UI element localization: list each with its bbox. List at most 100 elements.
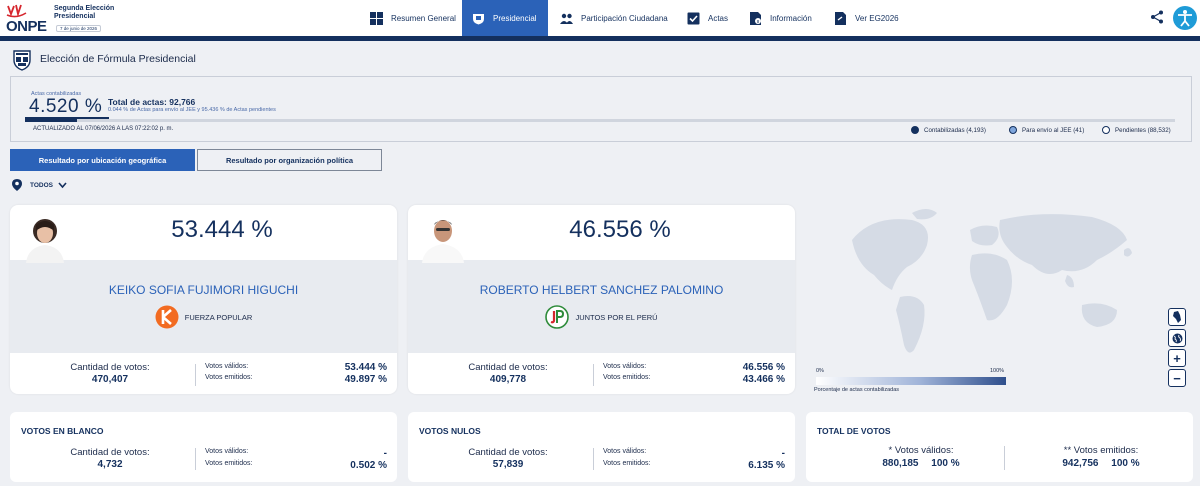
card-title: VOTOS NULOS [419, 426, 481, 436]
last-updated: ACTUALIZADO AL 07/06/2026 A LAS 07:22:02… [33, 126, 174, 132]
total-valid-column: * Votos válidos: 880,185 100 % [846, 445, 996, 469]
world-map-button[interactable] [1168, 329, 1186, 347]
candidate-percentage: 46.556 % [569, 216, 671, 243]
valid-votes-pct: - [781, 448, 785, 459]
legend-contabilizadas: Contabilizadas (4,193) [911, 126, 986, 134]
total-emitted-pct: 100 % [1111, 458, 1140, 469]
total-actas: Total de actas: 92,766 [108, 97, 196, 107]
legend-dot [1009, 126, 1017, 134]
peru-map-button[interactable] [1168, 308, 1186, 326]
total-valid-label: * Votos válidos: [888, 445, 954, 456]
votes-label: Cantidad de votos: [70, 362, 150, 373]
election-title: Segunda Elección Presidencial [54, 5, 115, 20]
legend-label: Para envío al JEE (41) [1022, 126, 1085, 134]
emitted-votes-pct: 0.502 % [350, 460, 387, 471]
top-navbar: ONPE Segunda Elección Presidencial 7 de … [0, 0, 1200, 36]
nav-presidencial[interactable]: Presidencial [462, 0, 548, 36]
total-valid-values: 880,185 100 % [846, 458, 996, 469]
nav-label: Resumen General [391, 13, 456, 23]
zoom-out-icon: − [1173, 370, 1181, 386]
divider [1004, 446, 1005, 470]
juntos-por-el-peru-logo [545, 305, 570, 329]
emitted-votes-pct: 6.135 % [748, 460, 785, 471]
nav-label: Participación Ciudadana [581, 13, 668, 23]
zoom-in-button[interactable]: + [1168, 349, 1186, 367]
filter-label: TODOS [30, 181, 53, 189]
tab-organizacion-politica[interactable]: Resultado por organización política [197, 149, 382, 171]
divider [195, 448, 196, 470]
candidate-name: KEIKO SOFIA FUJIMORI HIGUCHI [108, 283, 299, 297]
progress-bar-fill [25, 119, 77, 122]
onpe-logo[interactable]: ONPE Segunda Elección Presidencial 7 de … [4, 3, 124, 35]
location-pin-icon [12, 179, 22, 191]
summary-panel: Actas contabilizadas 4.520 % Total de ac… [10, 76, 1192, 142]
scale-max-label: 100% [990, 368, 1005, 374]
emitted-votes-pct: 49.897 % [344, 374, 387, 385]
world-map[interactable] [812, 205, 1162, 365]
total-valid-count: 880,185 [882, 458, 919, 469]
nav-actas[interactable]: Actas [684, 0, 740, 36]
votes-label: Cantidad de votos: [468, 447, 548, 458]
color-scale-bar [816, 377, 1006, 385]
zoom-out-button[interactable]: − [1168, 369, 1186, 387]
valid-votes-pct: - [383, 448, 387, 459]
people-icon [560, 13, 573, 24]
party-row: FUERZA POPULAR [10, 305, 397, 329]
fuerza-popular-logo [155, 305, 179, 329]
null-votes-card: VOTOS NULOS Cantidad de votos: 57,839 Vo… [408, 412, 795, 482]
location-filter-dropdown[interactable]: TODOS [12, 179, 67, 191]
globe-icon [1172, 333, 1182, 343]
percentage-underline [25, 117, 109, 119]
total-emitted-count: 942,756 [1062, 458, 1099, 469]
total-emitted-label: ** Votos emitidos: [1063, 445, 1139, 456]
accessibility-icon[interactable] [1172, 5, 1198, 31]
header-divider [0, 36, 1200, 41]
emitted-votes-label: Votos emitidos: [603, 374, 651, 381]
actas-percentage: 4.520 % [29, 96, 103, 117]
actas-label: Actas contabilizadas [31, 91, 82, 97]
legend-label: Pendientes (88,532) [1115, 126, 1171, 134]
total-emitted-column: ** Votos emitidos: 942,756 100 % [1026, 445, 1176, 469]
total-emitted-values: 942,756 100 % [1026, 458, 1176, 469]
candidate-photo [422, 220, 464, 263]
divider [195, 364, 196, 386]
divider [593, 448, 594, 470]
candidate-photo [26, 219, 64, 263]
peru-map-icon [1173, 311, 1181, 323]
tab-ubicacion-geografica[interactable]: Resultado por ubicación geográfica [10, 149, 195, 171]
emitted-votes-label: Votos emitidos: [205, 374, 253, 381]
legend-dot [1102, 126, 1110, 134]
logo-text: ONPE [6, 18, 47, 35]
dashboard-icon [370, 11, 383, 25]
votes-count: 57,839 [492, 459, 524, 470]
card-title: TOTAL DE VOTOS [817, 426, 891, 436]
nav-label: Ver EG2026 [855, 13, 899, 23]
candidate-card: 53.444 % KEIKO SOFIA FUJIMORI HIGUCHI FU… [10, 205, 397, 394]
nav-informacion[interactable]: Información [747, 0, 827, 36]
nav-label: Presidencial [493, 13, 537, 23]
legend-dot [911, 126, 919, 134]
nav-ver-eg2026[interactable]: Ver EG2026 [832, 0, 912, 36]
nav-resumen-general[interactable]: Resumen General [360, 0, 460, 36]
nav-participacion-ciudadana[interactable]: Participación Ciudadana [556, 0, 676, 36]
valid-votes-label: Votos válidos: [603, 363, 647, 370]
section-header: Elección de Fórmula Presidencial [10, 47, 196, 71]
legend-label: Contabilizadas (4,193) [924, 126, 986, 134]
votes-label: Cantidad de votos: [70, 447, 150, 458]
candidate-name: ROBERTO HELBERT SANCHEZ PALOMINO [479, 283, 724, 297]
page-title: Elección de Fórmula Presidencial [40, 53, 196, 65]
card-title: VOTOS EN BLANCO [21, 426, 104, 436]
candidate-percentage: 53.444 % [171, 216, 273, 243]
scale-caption: Porcentaje de actas contabilizadas [814, 387, 899, 393]
divider [593, 364, 594, 386]
party-name: JUNTOS POR EL PERÚ [575, 312, 658, 322]
share-icon[interactable] [1150, 10, 1164, 24]
total-valid-pct: 100 % [931, 458, 960, 469]
party-name: FUERZA POPULAR [184, 312, 253, 322]
zoom-in-icon: + [1173, 350, 1181, 366]
scale-min-label: 0% [816, 368, 824, 374]
shield-emblem-icon [473, 13, 484, 24]
chevron-down-icon [58, 182, 67, 189]
votes-count: 4,732 [97, 459, 123, 470]
valid-votes-pct: 46.556 % [742, 362, 785, 373]
